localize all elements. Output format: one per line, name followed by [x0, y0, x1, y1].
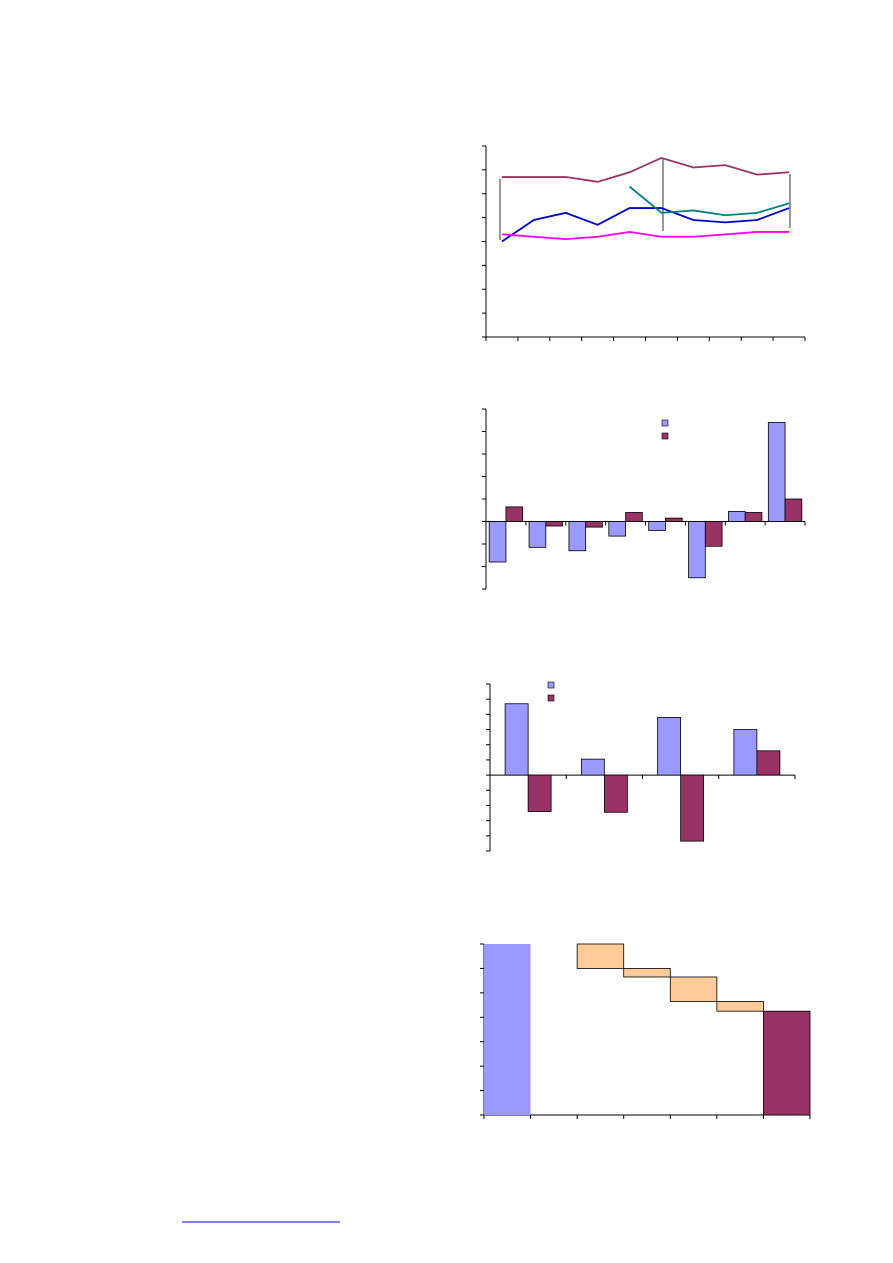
line-series [501, 207, 790, 243]
legend-swatch [547, 694, 555, 702]
bar [728, 510, 746, 522]
legend-swatch [661, 432, 669, 440]
bar [733, 729, 758, 776]
bar [744, 512, 763, 522]
bar [680, 774, 705, 842]
bar [580, 758, 605, 776]
bar [527, 774, 552, 812]
bar [608, 521, 626, 537]
step-bar [669, 976, 718, 1002]
total-bar [484, 944, 531, 1115]
legend-swatch [661, 419, 669, 427]
step-bar [576, 943, 625, 969]
step-bar [716, 1001, 764, 1012]
bar [625, 512, 643, 522]
bar [528, 521, 547, 548]
line-series [501, 231, 790, 241]
bar [603, 774, 628, 813]
bar [767, 422, 786, 522]
bar [488, 521, 507, 563]
bar [756, 750, 781, 776]
bar [665, 517, 683, 522]
bar [585, 521, 603, 528]
total-bar [763, 1010, 811, 1116]
line-series [628, 185, 790, 217]
range-arrows [499, 158, 791, 240]
bar [784, 498, 803, 522]
bar [504, 703, 529, 776]
legend-swatch [547, 681, 555, 689]
bar [505, 506, 524, 522]
bar [704, 521, 723, 547]
bar [568, 521, 587, 552]
bar [545, 521, 563, 527]
line-series [501, 156, 790, 183]
bar [688, 521, 706, 579]
bar [648, 521, 666, 531]
bar [657, 717, 682, 776]
step-bar [623, 968, 671, 978]
